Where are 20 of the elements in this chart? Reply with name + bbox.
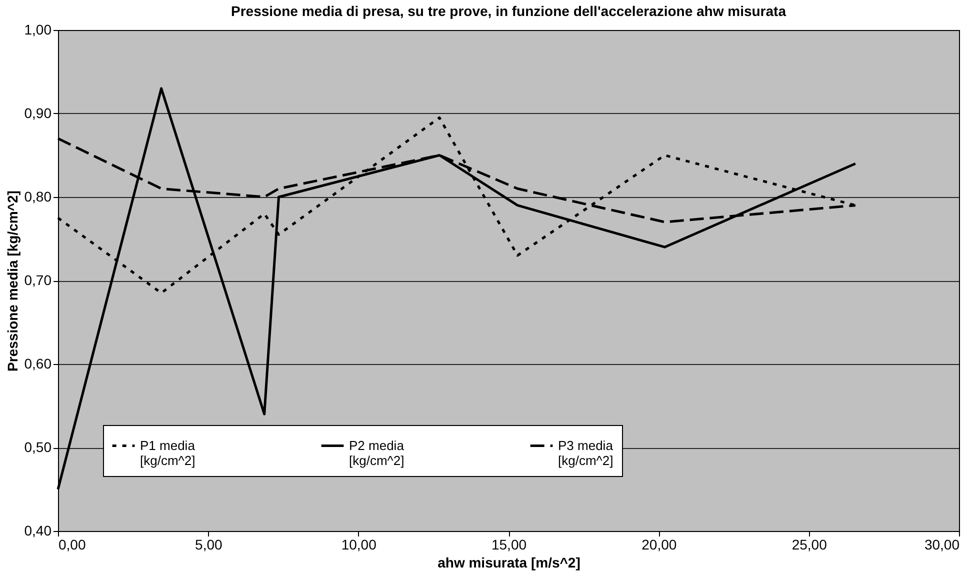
chart-title: Pressione media di presa, su tre prove, in funzione dell'accelerazione ahw misurata bbox=[231, 3, 786, 19]
y-tick-label: 0,90 bbox=[24, 105, 52, 121]
y-tick-label: 0,70 bbox=[24, 272, 52, 288]
legend-label: P1 media [kg/cm^2] bbox=[140, 438, 196, 468]
legend-label: P3 media [kg/cm^2] bbox=[558, 438, 614, 468]
y-axis-title: Pressione media [kg/cm^2] bbox=[4, 190, 20, 372]
y-tick-label: 1,00 bbox=[24, 22, 52, 38]
y-tick-label: 0,50 bbox=[24, 439, 52, 455]
x-tick-label: 30,00 bbox=[924, 536, 960, 552]
y-tick-label: 0,40 bbox=[24, 522, 52, 538]
x-axis-title: ahw misurata [m/s^2] bbox=[438, 554, 580, 570]
x-tick-label: 0,00 bbox=[58, 536, 86, 552]
x-tick-label: 25,00 bbox=[792, 536, 828, 552]
x-tick-label: 20,00 bbox=[642, 536, 677, 552]
y-tick-label: 0,80 bbox=[24, 188, 52, 204]
x-tick-label: 10,00 bbox=[341, 536, 377, 552]
x-tick-label: 15,00 bbox=[491, 536, 527, 552]
legend-label: P2 media [kg/cm^2] bbox=[349, 438, 405, 468]
x-tick-label: 5,00 bbox=[195, 536, 223, 552]
y-tick-label: 0,60 bbox=[24, 356, 52, 372]
